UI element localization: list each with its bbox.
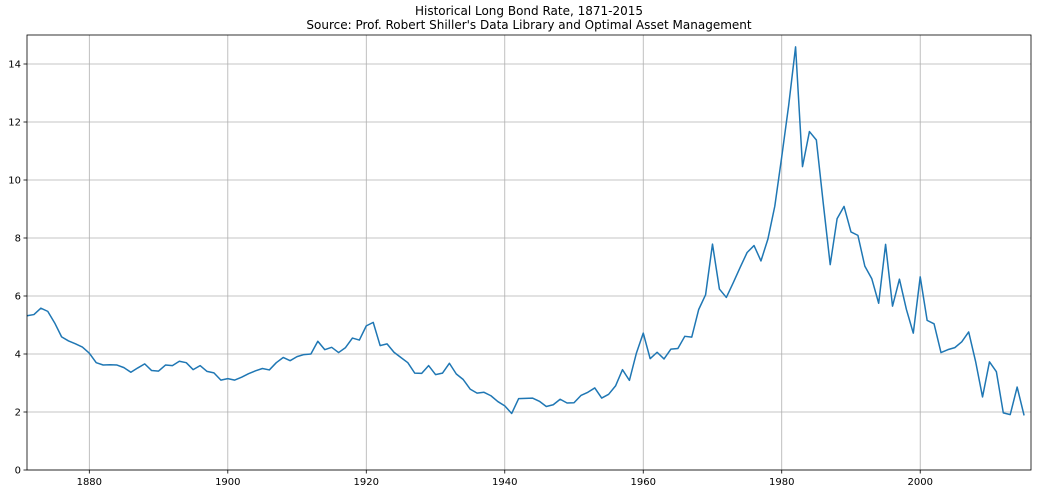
series-line-0 (26, 46, 1025, 416)
x-tick-label: 1920 (354, 477, 379, 488)
x-tick-label: 2000 (907, 477, 932, 488)
plot-frame (26, 34, 1032, 471)
y-tick-label: 8 (15, 234, 21, 245)
x-tick-label: 1880 (77, 477, 102, 488)
y-tick-label: 12 (8, 118, 21, 129)
y-tick-label: 10 (8, 176, 21, 187)
x-tick-label: 1900 (215, 477, 240, 488)
tick-marks (23, 63, 921, 474)
y-tick-label: 2 (15, 408, 21, 419)
x-tick-label: 1980 (769, 477, 794, 488)
y-tick-label: 6 (15, 292, 21, 303)
chart-title: Historical Long Bond Rate, 1871-2015 (415, 4, 643, 18)
series-layer (26, 46, 1025, 416)
y-tick-label: 4 (15, 350, 21, 361)
y-tick-label: 0 (15, 466, 21, 477)
x-tick-label: 1960 (631, 477, 656, 488)
x-tick-label: 1940 (492, 477, 517, 488)
y-tick-label: 14 (8, 60, 21, 71)
chart-subtitle: Source: Prof. Robert Shiller's Data Libr… (306, 18, 751, 32)
gridlines (27, 35, 1031, 471)
